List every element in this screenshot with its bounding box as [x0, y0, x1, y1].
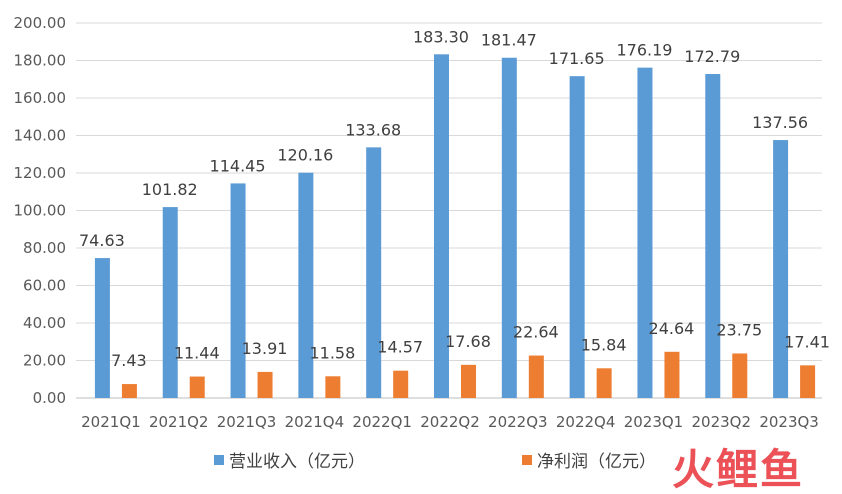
bar-revenue [501, 57, 517, 399]
y-tick-label: 60.00 [23, 277, 66, 295]
x-tick-label: 2021Q4 [285, 413, 345, 431]
x-tick-label: 2022Q1 [352, 413, 412, 431]
y-tick-label: 40.00 [23, 314, 66, 332]
x-axis: 2021Q1 2021Q2 2021Q3 2021Q4 2022Q1 2022Q2 2022… [81, 413, 819, 431]
data-label-revenue: 172.79 [684, 47, 740, 66]
bar-profit [800, 365, 816, 398]
x-tick-label: 2021Q2 [149, 413, 209, 431]
data-label-revenue: 74.63 [79, 231, 125, 250]
data-label-revenue: 181.47 [481, 31, 537, 50]
legend-label-revenue: 营业收入（亿元） [229, 452, 365, 472]
y-tick-label: 180.00 [14, 52, 67, 70]
legend-label-profit: 净利润（亿元） [537, 452, 656, 472]
bar-profit [596, 368, 612, 398]
watermark-logo: 火鲤鱼 [672, 445, 804, 494]
data-label-profit: 22.64 [513, 323, 559, 342]
legend: 营业收入（亿元） 净利润（亿元） [214, 452, 656, 472]
x-tick-label: 2022Q2 [420, 413, 480, 431]
bar-profit [732, 353, 748, 398]
bar-profit [189, 376, 205, 398]
y-tick-label: 120.00 [14, 164, 67, 182]
data-label-revenue: 137.56 [752, 113, 808, 132]
watermark-text: 火鲤鱼 [672, 445, 804, 494]
y-tick-label: 160.00 [14, 89, 67, 107]
data-label-profit: 17.68 [445, 332, 491, 351]
legend-swatch-revenue [214, 455, 224, 465]
y-tick-label: 140.00 [14, 127, 67, 145]
data-labels: 74.63 101.82 114.45 120.16 133.68 183.30 181.4… [79, 27, 830, 370]
bar-profit [664, 351, 680, 398]
bar-profit [528, 355, 544, 398]
bar-profit [325, 376, 341, 398]
x-tick-label: 2023Q3 [759, 413, 819, 431]
data-label-profit: 11.58 [309, 343, 355, 362]
x-tick-label: 2022Q4 [556, 413, 616, 431]
y-tick-label: 200.00 [14, 14, 67, 32]
bar-revenue [569, 76, 585, 398]
bar-revenue [230, 183, 246, 398]
x-tick-label: 2023Q1 [624, 413, 684, 431]
bar-profit [121, 384, 137, 398]
data-label-revenue: 120.16 [277, 146, 333, 165]
data-label-revenue: 114.45 [210, 156, 266, 175]
y-tick-label: 0.00 [33, 389, 66, 407]
bar-revenue [773, 140, 789, 398]
data-label-revenue: 171.65 [549, 49, 605, 68]
bar-revenue [705, 74, 721, 399]
x-tick-label: 2021Q1 [81, 413, 141, 431]
data-label-profit: 23.75 [716, 320, 762, 339]
y-axis: 0.00 20.00 40.00 60.00 80.00 100.00 120.00 140.… [14, 14, 67, 407]
x-tick-label: 2023Q2 [692, 413, 752, 431]
data-label-profit: 17.41 [784, 332, 830, 351]
data-label-profit: 7.43 [111, 351, 147, 370]
x-tick-label: 2022Q3 [488, 413, 548, 431]
bar-revenue [366, 147, 382, 398]
x-tick-label: 2021Q3 [217, 413, 277, 431]
y-tick-label: 80.00 [23, 239, 66, 257]
data-label-profit: 11.44 [174, 344, 220, 363]
bar-revenue [637, 67, 653, 399]
data-label-revenue: 176.19 [616, 41, 672, 60]
data-label-revenue: 101.82 [142, 180, 198, 199]
bars [94, 54, 816, 399]
bar-profit [257, 371, 273, 398]
data-label-revenue: 183.30 [413, 27, 469, 46]
data-label-profit: 13.91 [242, 339, 288, 358]
bar-profit [461, 364, 476, 398]
legend-swatch-profit [522, 455, 532, 465]
data-label-profit: 24.64 [649, 319, 695, 338]
bar-profit [393, 370, 409, 398]
data-label-profit: 15.84 [581, 335, 627, 354]
y-tick-label: 20.00 [23, 352, 66, 370]
bar-revenue [298, 172, 314, 398]
data-label-profit: 14.57 [377, 338, 423, 357]
bar-revenue [162, 207, 178, 398]
y-tick-label: 100.00 [14, 202, 67, 220]
data-label-revenue: 133.68 [345, 120, 401, 139]
bar-revenue [94, 258, 110, 398]
bar-revenue [434, 54, 449, 398]
